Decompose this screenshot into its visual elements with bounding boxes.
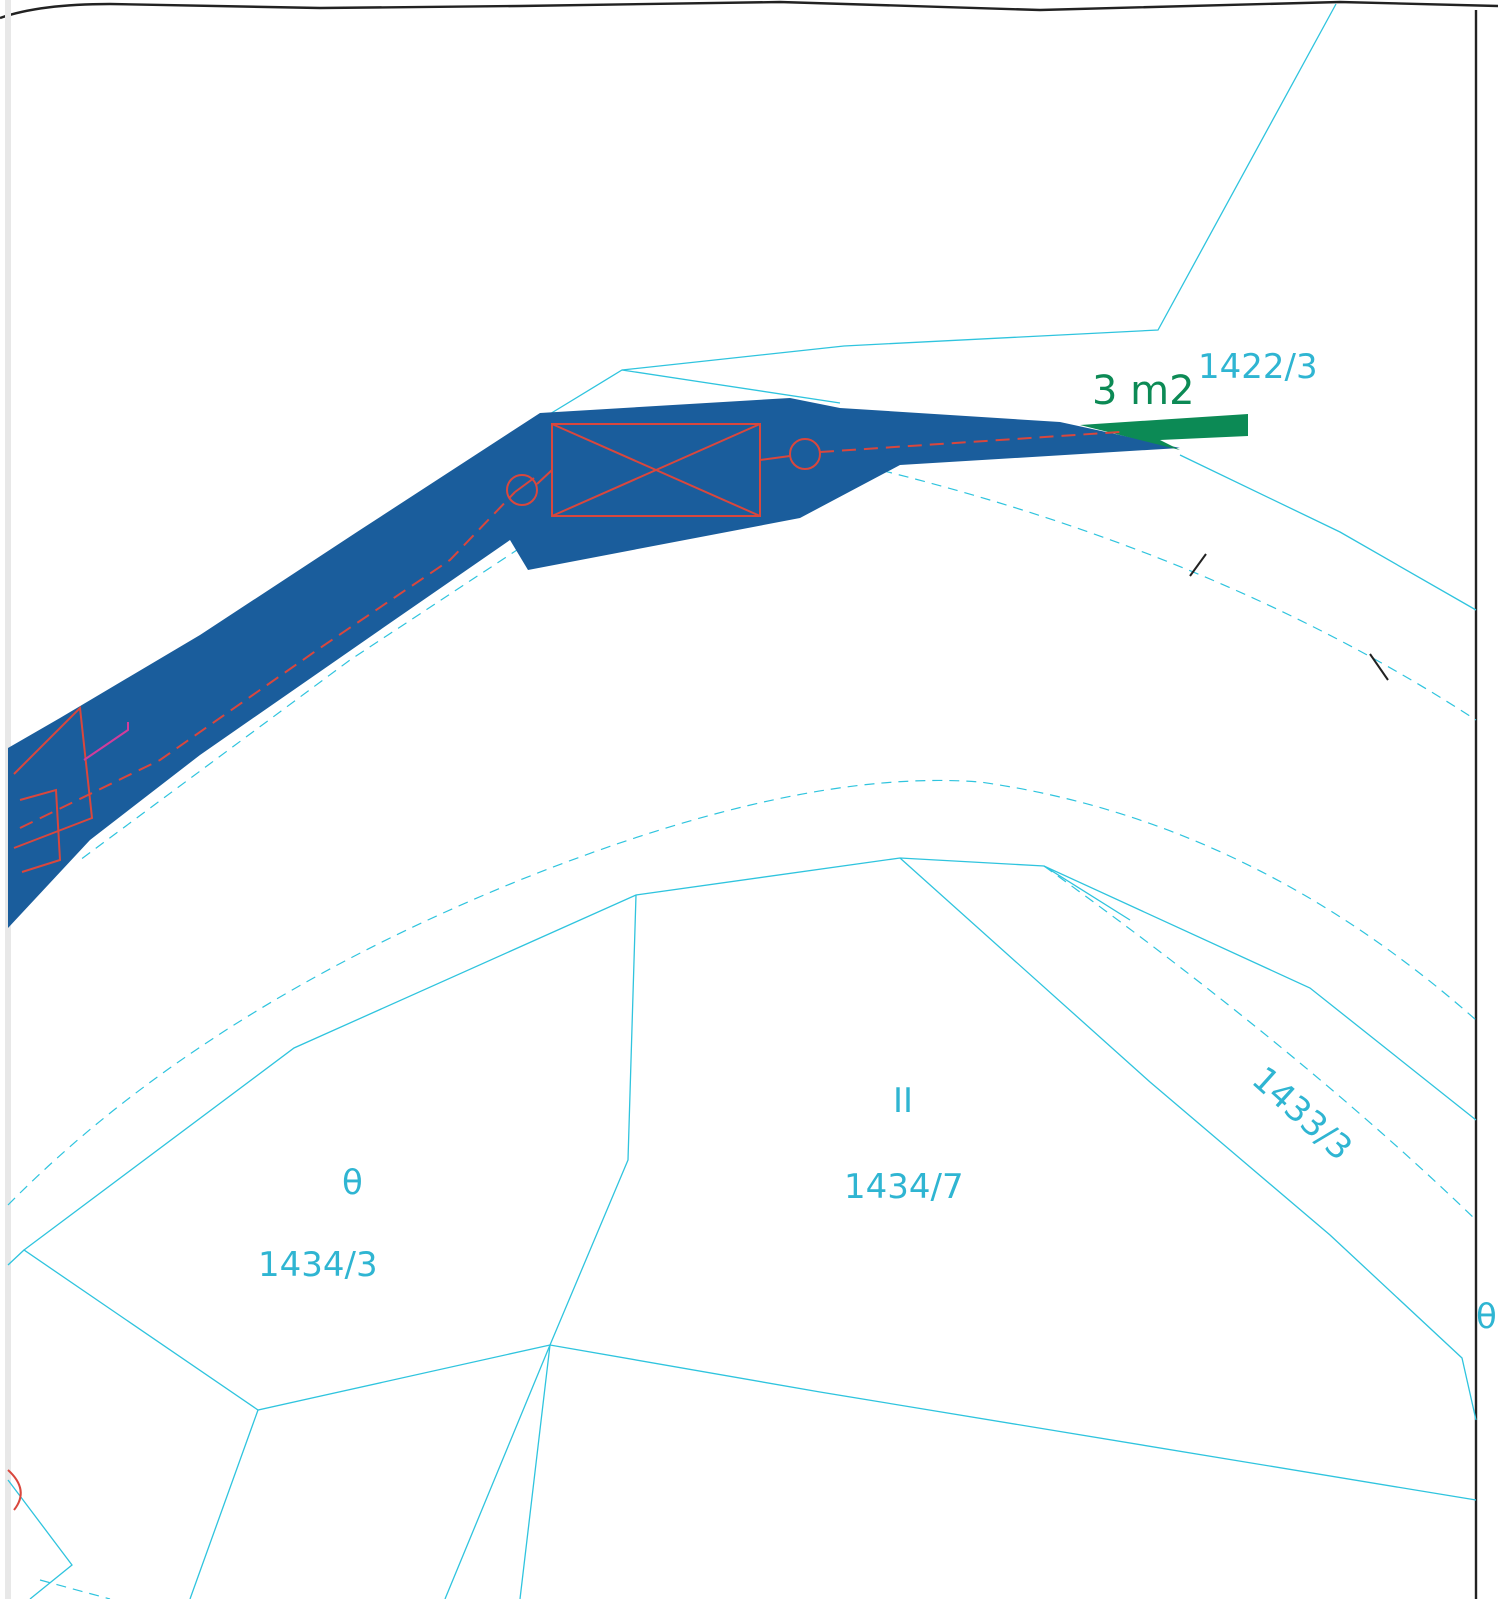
parcel-symbol-1434-7: II [893, 1081, 913, 1121]
parcel-boundaries [7, 3, 1477, 1599]
sheet-top-edge [0, 0, 1498, 20]
parcel-number-1434-3: 1434/3 [258, 1245, 378, 1285]
parcel-number-1433-3: 1433/3 [1244, 1059, 1360, 1169]
utility-line [19, 423, 1121, 829]
magenta-line [83, 722, 129, 761]
red-arc [7, 1469, 22, 1511]
parcel-symbol-1434-3: θ [342, 1163, 363, 1203]
area-highlight [1080, 414, 1248, 450]
easement-strip [8, 398, 1180, 928]
parcel-number-1434-7: 1434/7 [844, 1167, 964, 1207]
area-value-label: 3 m2 [1092, 368, 1195, 414]
parcel-number-1422-3: 1422/3 [1198, 347, 1318, 387]
tick-marks [1189, 553, 1389, 681]
parcel-edge-symbol: θ [1476, 1297, 1497, 1337]
left-structure [13, 705, 94, 873]
